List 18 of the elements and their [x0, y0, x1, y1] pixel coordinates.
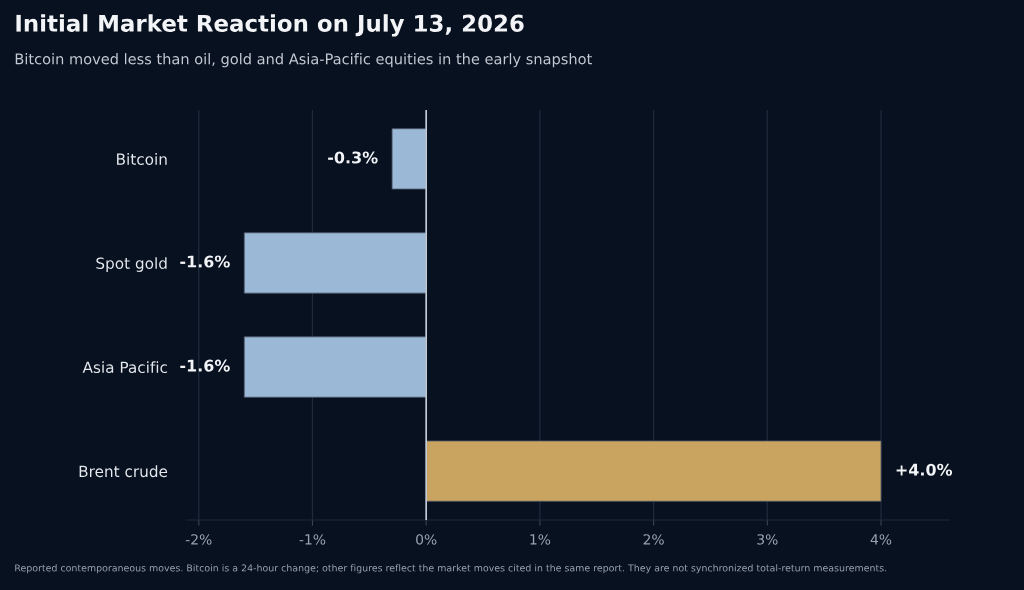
chart-title: Initial Market Reaction on July 13, 2026: [16, 14, 524, 37]
x-tick-label: -2%: [185, 534, 212, 545]
y-tick-label: Spot gold: [96, 257, 167, 272]
x-tick-label: 4%: [870, 534, 892, 545]
x-tick-label: 1%: [530, 534, 551, 545]
x-tick-label: 0%: [416, 534, 437, 545]
y-tick-label: Brent crude: [79, 465, 168, 478]
data-label: +4.0%: [896, 463, 953, 476]
y-tick-label: Asia Pacific: [82, 361, 167, 374]
text: Reported contemporaneous moves. Bitcoin is a 24-hour change; other figures reflect the market moves cited in the same report. They are not synchronized total-return measurements.: [15, 564, 887, 574]
data-label: -0.3%: [328, 151, 378, 164]
x-tick-label: 3%: [757, 534, 778, 545]
x-tick-label: 2%: [643, 534, 664, 545]
data-label: -1.6%: [180, 359, 230, 372]
x-tick-label: -1%: [299, 534, 326, 545]
data-label: -1.6%: [180, 255, 230, 268]
y-tick-label: Bitcoin: [117, 153, 167, 165]
chart-subtitle: Bitcoin moved less than oil, gold and Asia-Pacific equities in the early snapshot: [15, 53, 592, 68]
